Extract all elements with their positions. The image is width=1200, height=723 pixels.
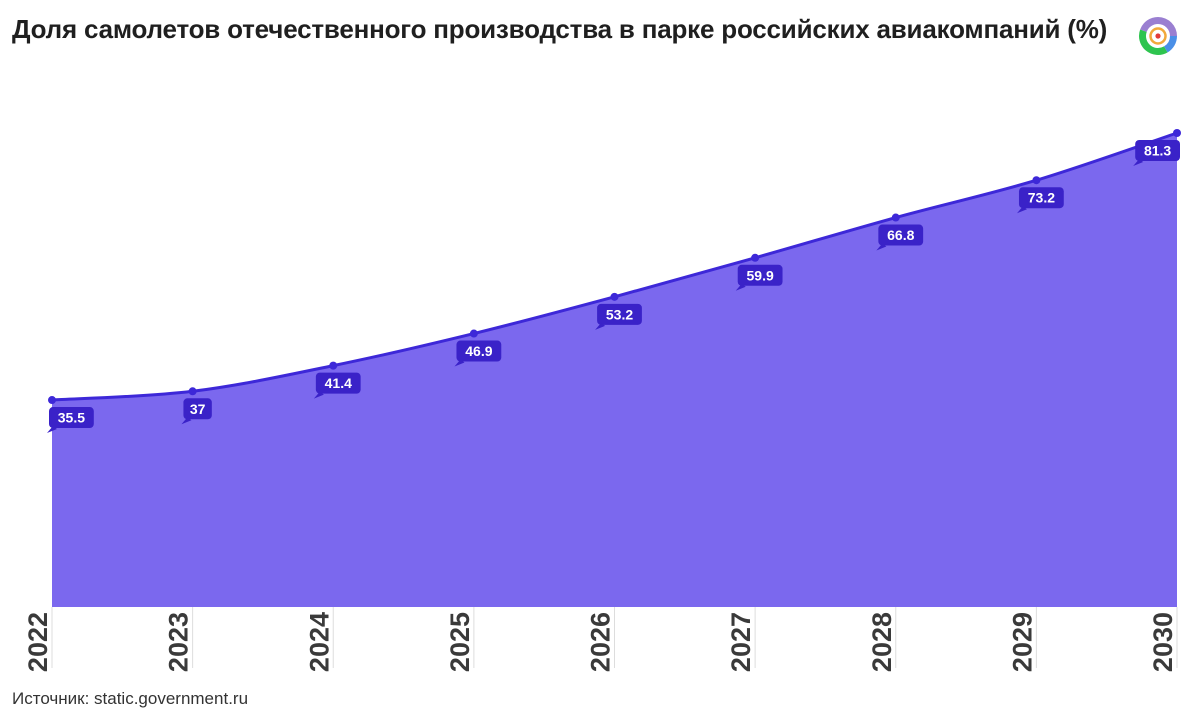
data-label-text: 35.5 — [58, 410, 85, 426]
x-tick-label-2022: 2022 — [23, 612, 53, 672]
data-label-2022: 35.5 — [47, 407, 94, 434]
chart-title: Доля самолетов отечественного производст… — [12, 14, 1108, 44]
data-label-2030: 81.3 — [1133, 140, 1180, 166]
data-label-notch — [735, 283, 746, 291]
data-point-2026 — [610, 292, 619, 301]
data-label-box — [183, 398, 212, 420]
data-label-notch — [454, 359, 465, 367]
data-label-text: 37 — [190, 401, 206, 417]
data-label-box — [49, 407, 94, 429]
data-label-box — [737, 264, 783, 286]
data-label-text: 53.2 — [606, 306, 633, 322]
source-note: Источник: static.government.ru — [12, 689, 249, 708]
data-label-box — [456, 340, 502, 362]
data-label-notch — [595, 322, 606, 330]
x-tick-label-2027: 2027 — [726, 612, 756, 672]
area-fill — [52, 133, 1177, 607]
data-label-notch — [181, 417, 192, 425]
data-point-2028 — [891, 213, 900, 222]
x-tick-label-2024: 2024 — [304, 612, 334, 672]
data-label-notch — [1133, 159, 1144, 166]
data-label-text: 46.9 — [465, 343, 492, 359]
x-tick-label-2030: 2030 — [1148, 612, 1178, 672]
data-label-2026: 53.2 — [595, 303, 642, 330]
data-point-2030 — [1173, 129, 1181, 137]
data-point-2023 — [188, 387, 197, 396]
data-label-text: 59.9 — [747, 267, 774, 283]
data-point-2022 — [48, 396, 56, 405]
x-tick-label-2023: 2023 — [164, 612, 194, 672]
x-tick-label-2028: 2028 — [867, 612, 897, 672]
data-label-2028: 66.8 — [876, 224, 924, 251]
data-label-notch — [313, 391, 324, 399]
x-tick-label-2026: 2026 — [586, 612, 616, 672]
data-label-text: 73.2 — [1028, 190, 1055, 206]
data-label-2029: 73.2 — [1016, 187, 1064, 214]
data-label-text: 41.4 — [325, 375, 352, 391]
data-label-text: 81.3 — [1144, 143, 1171, 159]
data-label-2027: 59.9 — [735, 264, 783, 291]
data-label-notch — [1016, 206, 1027, 214]
data-point-2025 — [469, 329, 478, 338]
data-label-box — [597, 303, 642, 325]
data-label-2024: 41.4 — [313, 372, 361, 399]
x-tick-label-2029: 2029 — [1007, 612, 1037, 672]
data-label-2025: 46.9 — [454, 340, 502, 367]
data-label-box — [315, 372, 361, 394]
data-label-box — [1135, 140, 1180, 161]
data-label-notch — [47, 426, 57, 434]
donut-logo-icon — [1139, 17, 1177, 55]
area-layer — [52, 133, 1177, 607]
data-point-2029 — [1032, 176, 1041, 185]
data-label-box — [1018, 187, 1064, 209]
data-point-2027 — [751, 253, 760, 262]
data-labels: 35.5 37 41.4 46.9 53.2 59.9 66.8 73.2 81.3 — [47, 140, 1180, 434]
x-tick-label-2025: 2025 — [445, 612, 475, 672]
data-label-text: 66.8 — [887, 227, 914, 243]
data-label-notch — [876, 243, 887, 251]
x-axis: 2022 2023 2024 2025 2026 2027 2028 2029 2030 — [23, 607, 1178, 672]
data-label-2023: 37 — [181, 398, 212, 425]
data-point-2024 — [329, 361, 338, 370]
data-label-box — [878, 224, 924, 246]
line-layer — [48, 129, 1181, 405]
